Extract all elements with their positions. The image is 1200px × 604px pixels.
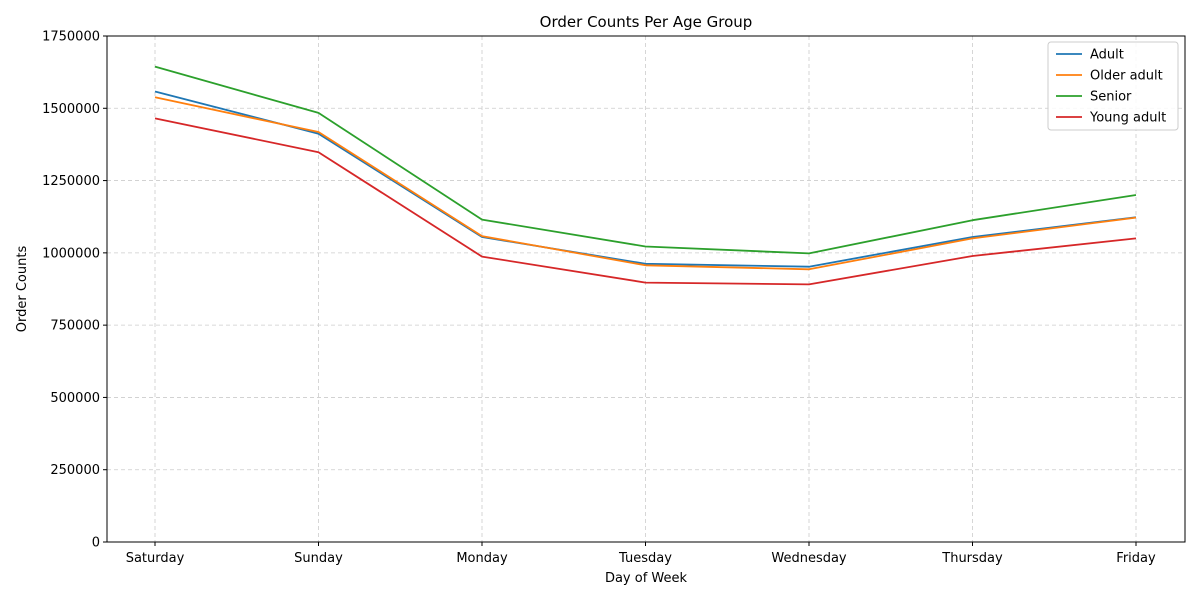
x-tick-label: Sunday [294,551,343,566]
y-tick-label: 750000 [50,319,100,334]
y-tick-label: 0 [92,536,100,551]
legend-label-senior: Senior [1090,90,1132,105]
x-tick-label: Monday [456,551,508,566]
legend-label-older-adult: Older adult [1090,69,1163,84]
chart-title: Order Counts Per Age Group [540,13,753,31]
x-tick-label: Wednesday [771,551,847,566]
legend-box [1047,41,1179,131]
series-lines [154,65,1137,286]
y-tick-label: 1750000 [42,30,100,45]
y-tick-label: 1500000 [42,102,100,117]
x-tick-label: Friday [1116,551,1156,566]
series-line-older-adult [154,96,1137,271]
legend: Adult Older adult Senior Young adult [1047,41,1179,131]
x-tick-label: Tuesday [618,551,672,566]
x-tick-label: Saturday [126,551,185,566]
x-axis-label: Day of Week [605,571,688,586]
y-tick-label: 250000 [50,463,100,478]
plot-frame [106,35,1186,543]
y-axis-label: Order Counts [15,246,30,333]
series-line-adult [154,90,1137,268]
legend-label-young-adult: Young adult [1089,111,1166,126]
grid [107,35,1185,543]
y-tick-label: 1250000 [42,174,100,189]
x-axis-ticks: Saturday Sunday Monday Tuesday Wednesday Thur… [126,542,1156,566]
y-axis-ticks: 0 250000 500000 750000 1000000 1250000 1500000… [42,30,107,551]
y-tick-label: 1000000 [42,246,100,261]
series-line-senior [154,65,1137,255]
legend-label-adult: Adult [1090,48,1124,63]
x-tick-label: Thursday [941,551,1003,566]
series-line-young-adult [154,117,1137,286]
y-tick-label: 500000 [50,391,100,406]
